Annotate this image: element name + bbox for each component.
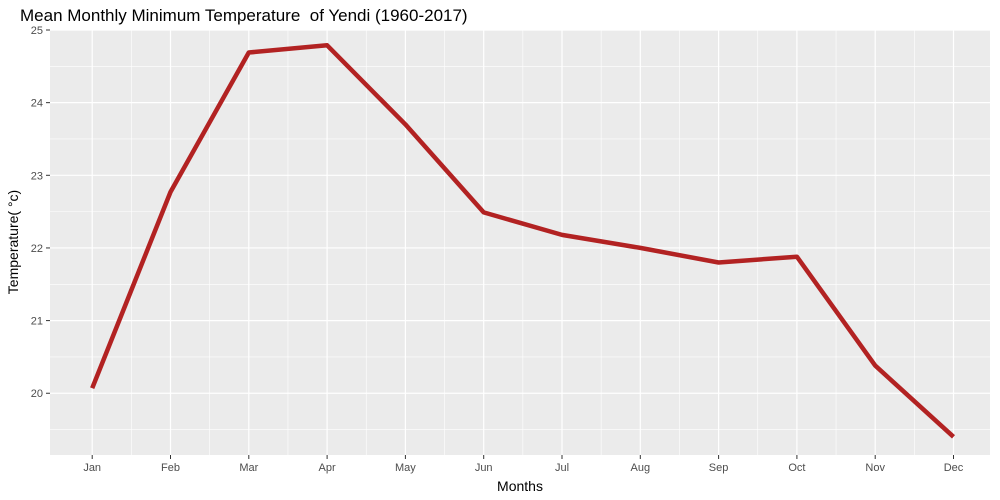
- y-tick-label: 25: [31, 25, 43, 37]
- x-tick-label: Jan: [83, 462, 101, 474]
- y-tick-label: 22: [31, 243, 43, 255]
- x-tick-label: Jun: [475, 462, 493, 474]
- x-tick-label: Aug: [631, 462, 651, 474]
- x-tick-label: Nov: [865, 462, 885, 474]
- x-axis-ticks: Jan Feb Mar Apr May Jun Jul Aug Sep Oct Nov Dec: [83, 455, 964, 474]
- x-axis-title: Months: [497, 478, 543, 494]
- y-tick-label: 24: [31, 98, 43, 110]
- minor-gridlines: [50, 30, 990, 455]
- y-tick-label: 23: [31, 170, 43, 182]
- x-tick-label: Dec: [944, 462, 964, 474]
- x-tick-label: May: [395, 462, 416, 474]
- y-axis-title: Temperature( °c): [5, 190, 21, 294]
- chart-title: Mean Monthly Minimum Temperature of Yend…: [20, 6, 468, 25]
- y-tick-label: 20: [31, 388, 43, 400]
- x-tick-label: Jul: [555, 462, 569, 474]
- x-tick-label: Feb: [161, 462, 180, 474]
- x-tick-label: Mar: [239, 462, 258, 474]
- x-tick-label: Sep: [709, 462, 729, 474]
- series-line: [90, 43, 956, 439]
- major-gridlines: [50, 29, 990, 455]
- y-tick-label: 21: [31, 316, 43, 328]
- series-group: [90, 43, 956, 439]
- y-axis-ticks: 20 21 22 23 24 25: [31, 25, 50, 400]
- x-tick-label: Oct: [788, 462, 805, 474]
- x-tick-label: Apr: [319, 462, 336, 474]
- plot-panel: [50, 30, 990, 455]
